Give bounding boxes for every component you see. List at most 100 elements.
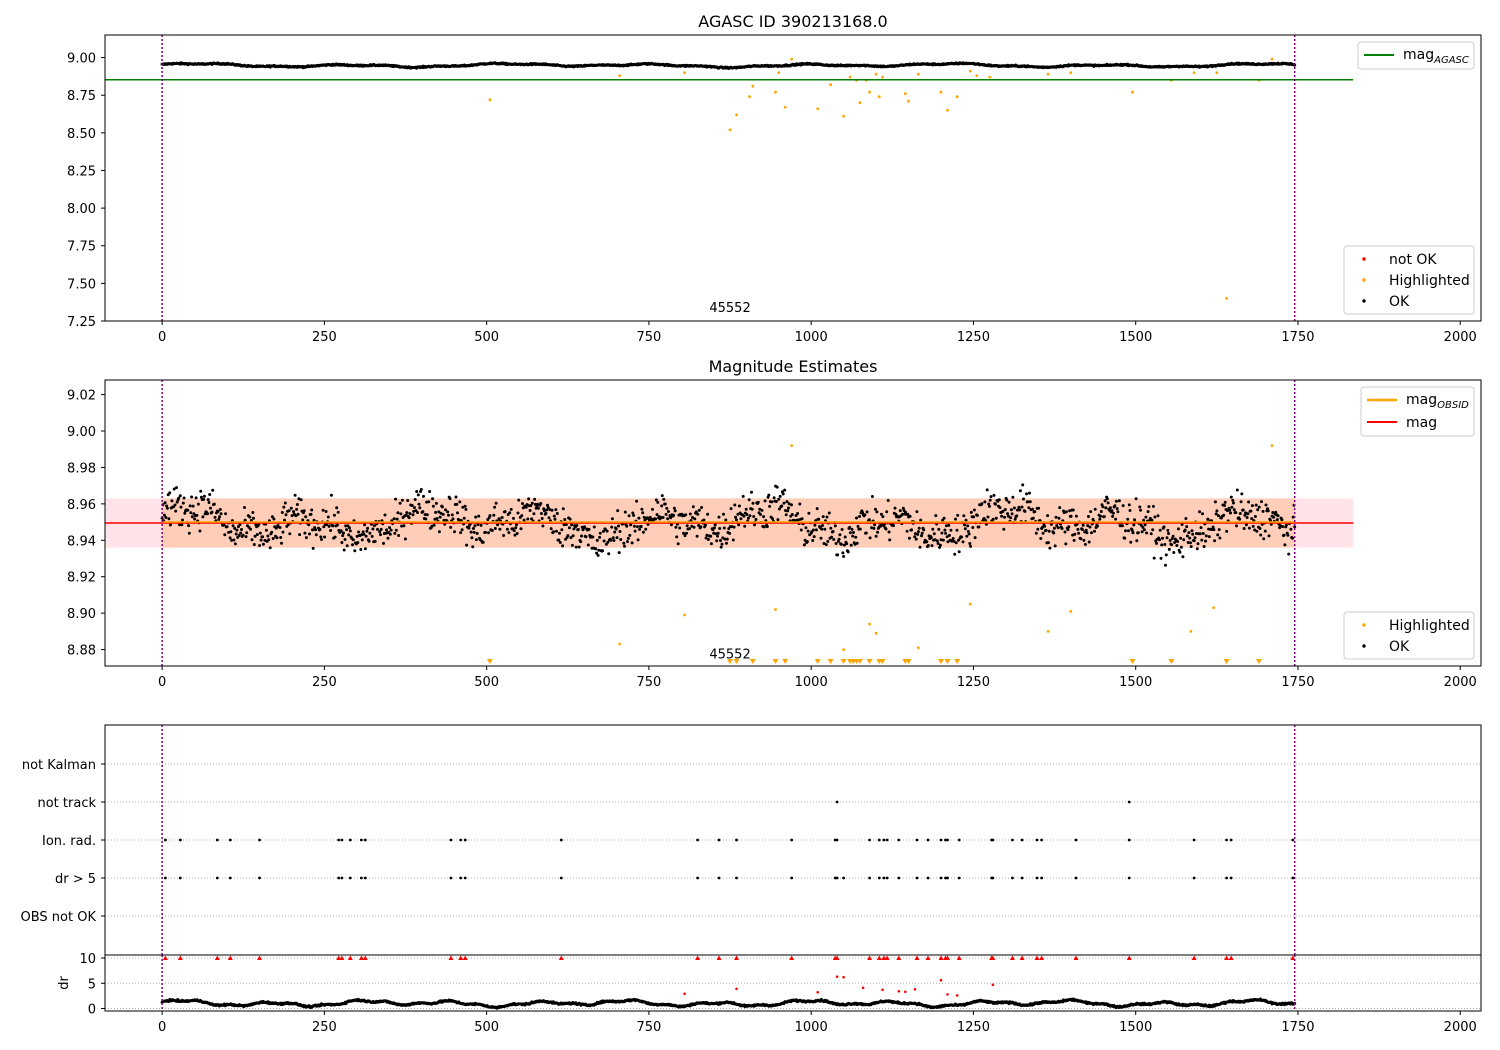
estimates-ok-point bbox=[988, 504, 991, 508]
estimates-ok-point bbox=[397, 534, 401, 537]
estimates-ok-point bbox=[1244, 511, 1248, 515]
agasc-y-tick-label: 8.50 bbox=[67, 127, 96, 142]
estimates-ok-point bbox=[1129, 540, 1133, 544]
estimates-ok-point bbox=[526, 517, 530, 521]
flags-point bbox=[449, 876, 453, 880]
estimates-ok-point bbox=[235, 528, 239, 532]
flags-category-label: dr > 5 bbox=[55, 872, 96, 887]
agasc-x-tick-label: 2000 bbox=[1444, 330, 1477, 345]
estimates-ok-point bbox=[770, 500, 774, 504]
agasc-x-tick-label: 750 bbox=[636, 330, 661, 345]
estimates-ok-point bbox=[1165, 536, 1169, 540]
estimates-ok-point bbox=[858, 527, 862, 531]
estimates-ok-point bbox=[512, 529, 516, 533]
estimates-ok-point bbox=[639, 525, 643, 528]
agasc-y-tick-label: 8.25 bbox=[67, 164, 96, 179]
estimates-ok-point bbox=[613, 530, 617, 534]
estimates-ok-point bbox=[666, 517, 670, 521]
estimates-ok-point bbox=[527, 497, 531, 501]
estimates-ok-point bbox=[893, 506, 897, 510]
estimates-ok-point bbox=[1156, 514, 1160, 518]
estimates-ok-point bbox=[1000, 514, 1004, 518]
estimates-ok-point bbox=[558, 531, 561, 535]
estimates-ok-point bbox=[1121, 504, 1125, 508]
estimates-ok-point bbox=[201, 515, 205, 519]
estimates-ok-point bbox=[382, 541, 385, 545]
estimates-ok-point bbox=[1171, 534, 1175, 538]
estimates-ok-point bbox=[278, 526, 282, 529]
estimates-ok-point bbox=[663, 502, 667, 506]
estimates-ok-point bbox=[685, 524, 689, 528]
estimates-x-tick-label: 1750 bbox=[1281, 675, 1314, 690]
estimates-ok-point bbox=[956, 513, 960, 517]
estimates-ok-point bbox=[282, 505, 286, 509]
estimates-ok-point bbox=[546, 505, 550, 509]
estimates-ok-point bbox=[765, 525, 769, 529]
estimates-ok-point bbox=[530, 517, 534, 521]
estimates-ok-point bbox=[630, 541, 634, 545]
estimates-ok-point bbox=[329, 529, 333, 532]
estimates-ok-point bbox=[1211, 525, 1215, 529]
estimates-ok-point bbox=[372, 524, 376, 528]
estimates-ok-point bbox=[846, 550, 850, 554]
estimates-ok-point bbox=[617, 524, 620, 528]
estimates-ok-point bbox=[709, 542, 713, 546]
estimates-ok-point bbox=[635, 525, 639, 529]
estimates-ok-point bbox=[787, 502, 791, 506]
estimates-ok-point bbox=[1216, 533, 1220, 537]
estimates-ok-point bbox=[957, 550, 961, 554]
flags-point bbox=[1020, 838, 1024, 842]
estimates-ok-point bbox=[1253, 515, 1257, 518]
estimates-clipped-marker bbox=[733, 659, 740, 664]
estimates-ok-point bbox=[196, 502, 200, 506]
agasc-y-tick-label: 9.00 bbox=[67, 52, 96, 67]
estimates-ok-point bbox=[258, 531, 262, 535]
estimates-ok-point bbox=[1134, 497, 1138, 501]
estimates-ok-point bbox=[777, 507, 781, 511]
estimates-ok-point bbox=[1190, 529, 1194, 533]
estimates-ok-point bbox=[1060, 527, 1064, 530]
estimates-ok-point bbox=[376, 527, 379, 531]
estimates-ok-point bbox=[901, 512, 905, 516]
estimates-ok-point bbox=[908, 514, 912, 518]
estimates-ok-point bbox=[1204, 539, 1208, 543]
estimates-ok-point bbox=[1110, 509, 1114, 513]
estimates-ok-point bbox=[811, 539, 815, 542]
agasc-x-tick-label: 1000 bbox=[795, 330, 828, 345]
estimates-ok-point bbox=[1239, 500, 1243, 504]
flags-point bbox=[946, 838, 949, 842]
estimates-ok-point bbox=[343, 538, 347, 541]
estimates-ok-point bbox=[255, 533, 259, 536]
estimates-ok-point bbox=[675, 535, 679, 539]
estimates-ok-point bbox=[453, 530, 456, 534]
estimates-ok-point bbox=[363, 523, 367, 527]
estimates-ok-point bbox=[739, 517, 743, 521]
estimates-ok-point bbox=[966, 524, 970, 528]
estimates-ok-point bbox=[392, 517, 396, 521]
agasc-y-tick-label: 8.00 bbox=[67, 202, 96, 217]
estimates-ok-point bbox=[756, 500, 760, 504]
estimates-ok-point bbox=[1283, 543, 1287, 547]
estimates-ok-point bbox=[1118, 524, 1122, 528]
estimates-ok-point bbox=[508, 511, 512, 515]
estimates-ok-point bbox=[243, 506, 246, 509]
estimates-ok-point bbox=[852, 531, 855, 534]
estimates-ok-point bbox=[340, 541, 344, 544]
flags-point bbox=[1040, 876, 1043, 880]
estimates-ok-point bbox=[906, 512, 910, 516]
estimates-ok-point bbox=[907, 536, 911, 540]
flags-point bbox=[1127, 838, 1131, 842]
estimates-ok-point bbox=[587, 527, 591, 531]
estimates-ok-point bbox=[745, 513, 749, 516]
estimates-ok-point bbox=[228, 536, 232, 540]
estimates-ok-point bbox=[964, 518, 968, 522]
estimates-ok-point bbox=[1250, 517, 1254, 521]
estimates-ok-point bbox=[1145, 531, 1149, 535]
estimates-ok-point bbox=[632, 524, 636, 528]
estimates-ok-point bbox=[174, 509, 178, 513]
flags-point bbox=[944, 838, 947, 842]
agasc-highlighted-point bbox=[955, 95, 959, 99]
estimates-ok-point bbox=[780, 504, 784, 508]
estimates-ok-point bbox=[319, 535, 323, 539]
estimates-ok-point bbox=[833, 524, 837, 528]
